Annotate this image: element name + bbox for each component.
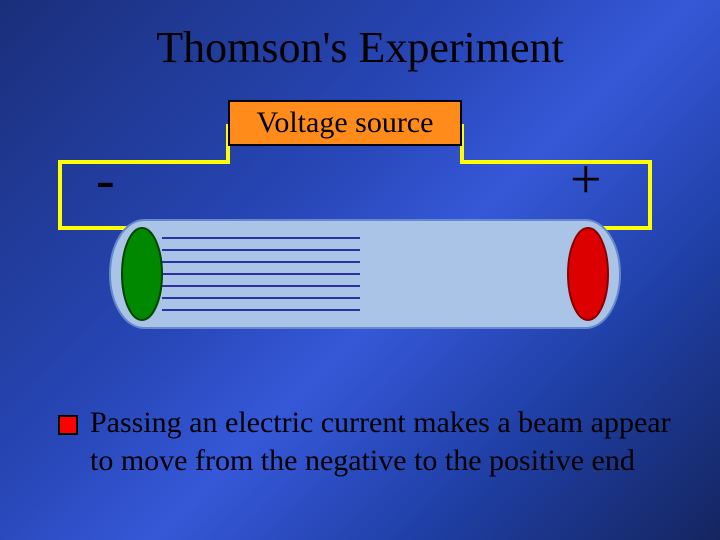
voltage-source-label: Voltage source [257,106,434,140]
anode-electrode [568,228,608,320]
body-text: Passing an electric current makes a beam… [90,404,680,479]
bullet-square-icon [58,415,78,435]
voltage-source-box: Voltage source [228,100,462,146]
negative-sign: - [96,148,115,212]
positive-sign: + [570,148,602,212]
cathode-electrode [122,228,162,320]
page-title: Thomson's Experiment [0,0,720,73]
